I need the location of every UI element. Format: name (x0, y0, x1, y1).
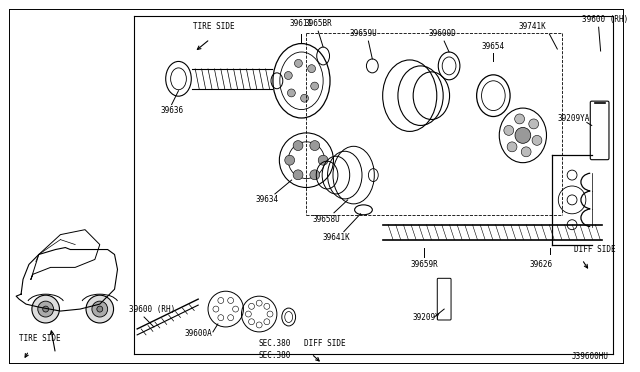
Circle shape (86, 295, 113, 323)
Text: 39658U: 39658U (312, 215, 340, 224)
Circle shape (294, 60, 302, 67)
Text: 39600 (RH): 39600 (RH) (129, 305, 175, 314)
Text: 3965BR: 3965BR (305, 19, 332, 28)
Text: SEC.380: SEC.380 (259, 339, 291, 348)
Text: 39654: 39654 (482, 42, 505, 51)
Circle shape (285, 155, 294, 165)
Text: 39209YA: 39209YA (558, 114, 590, 123)
Circle shape (32, 295, 60, 323)
Circle shape (92, 301, 108, 317)
Text: 39741K: 39741K (519, 22, 547, 31)
Circle shape (318, 155, 328, 165)
Circle shape (43, 306, 49, 312)
Text: 39634: 39634 (255, 195, 278, 204)
Circle shape (293, 170, 303, 180)
Text: 39600D: 39600D (428, 29, 456, 38)
Text: J39600HU: J39600HU (572, 352, 608, 361)
Circle shape (532, 135, 542, 145)
Text: 39611: 39611 (290, 19, 313, 28)
Circle shape (308, 65, 316, 73)
Text: DIFF SIDE: DIFF SIDE (574, 245, 616, 254)
Circle shape (504, 125, 514, 135)
Circle shape (515, 114, 525, 124)
Text: 39659R: 39659R (411, 260, 438, 269)
Text: 39659U: 39659U (349, 29, 378, 38)
Circle shape (301, 94, 308, 102)
Circle shape (310, 82, 319, 90)
Circle shape (284, 71, 292, 80)
Circle shape (507, 142, 517, 152)
Circle shape (310, 170, 320, 180)
Text: 39600 (RH): 39600 (RH) (582, 15, 628, 24)
Text: 39641K: 39641K (322, 233, 350, 242)
Circle shape (38, 301, 54, 317)
Text: TIRE SIDE: TIRE SIDE (19, 334, 61, 343)
Circle shape (529, 119, 539, 129)
Text: 39209Y: 39209Y (413, 312, 440, 321)
Circle shape (521, 147, 531, 157)
Text: DIFF SIDE: DIFF SIDE (305, 339, 346, 348)
Text: 39626: 39626 (529, 260, 552, 269)
Circle shape (515, 128, 531, 143)
Circle shape (310, 141, 320, 151)
Circle shape (293, 141, 303, 151)
Text: SEC.380: SEC.380 (259, 351, 291, 360)
Text: 39636: 39636 (160, 106, 183, 115)
Circle shape (287, 89, 295, 97)
Text: TIRE SIDE: TIRE SIDE (193, 22, 235, 31)
Circle shape (97, 306, 103, 312)
Text: 39600A: 39600A (184, 329, 212, 339)
